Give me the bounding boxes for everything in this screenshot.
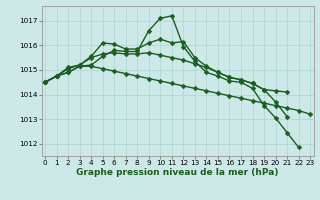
X-axis label: Graphe pression niveau de la mer (hPa): Graphe pression niveau de la mer (hPa) [76, 168, 279, 177]
